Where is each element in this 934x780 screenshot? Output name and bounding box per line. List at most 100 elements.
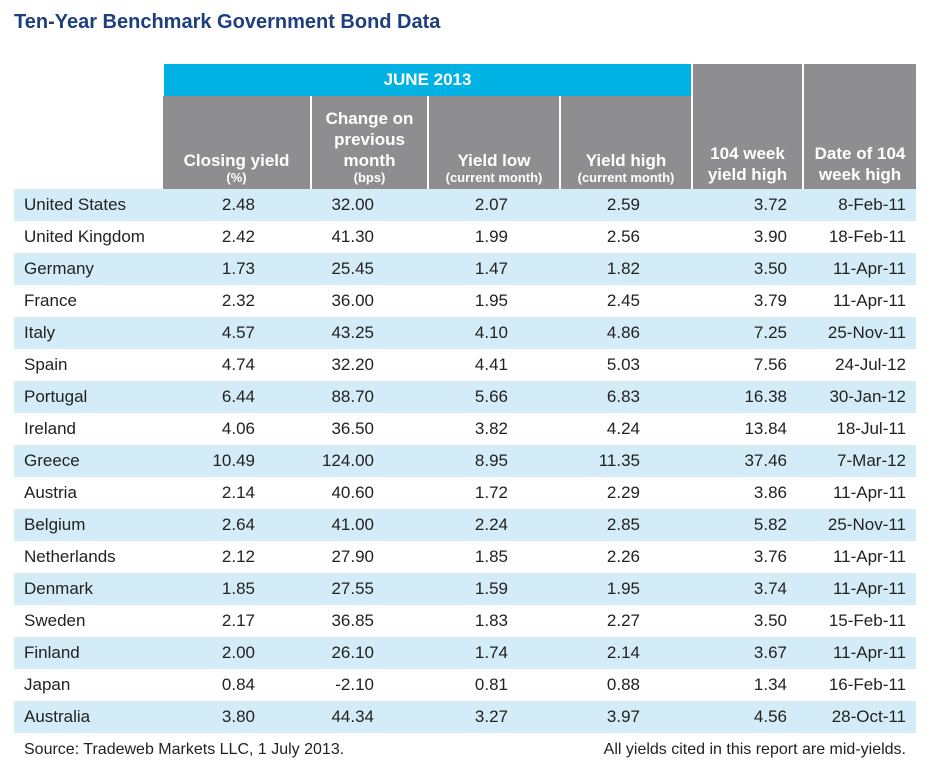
date-104-high-cell: 7-Mar-12 <box>803 445 917 477</box>
change-cell: 32.20 <box>311 349 428 381</box>
change-cell: 27.55 <box>311 573 428 605</box>
date-104-high-cell: 18-Feb-11 <box>803 221 917 253</box>
country-cell: Portugal <box>14 381 163 413</box>
yield-low-cell: 4.41 <box>428 349 560 381</box>
yield-high-cell: 0.88 <box>560 669 693 701</box>
change-cell: 88.70 <box>311 381 428 413</box>
table-row: Ireland 4.06 36.50 3.82 4.24 13.84 18-Jul-11 <box>14 413 917 445</box>
change-cell: 36.50 <box>311 413 428 445</box>
country-cell: Finland <box>14 637 163 669</box>
change-cell: 44.34 <box>311 701 428 733</box>
table-row: Germany 1.73 25.45 1.47 1.82 3.50 11-Apr-11 <box>14 253 917 285</box>
yield-high-cell: 2.29 <box>560 477 693 509</box>
column-header-104-week-yield-high: 104 week yield high <box>691 64 804 189</box>
change-cell: 36.85 <box>311 605 428 637</box>
country-cell: France <box>14 285 163 317</box>
date-104-high-cell: 11-Apr-11 <box>803 253 917 285</box>
closing-yield-cell: 4.06 <box>163 413 311 445</box>
yield-low-cell: 1.47 <box>428 253 560 285</box>
column-header-date-of-104-week-high: Date of 104 week high <box>802 64 917 189</box>
yield-high-cell: 2.56 <box>560 221 693 253</box>
yield-low-cell: 1.99 <box>428 221 560 253</box>
week-104-high-cell: 3.67 <box>692 637 804 669</box>
yield-high-cell: 5.03 <box>560 349 693 381</box>
bond-data-table: JUNE 2013 104 week yield high Date of 10… <box>14 64 917 733</box>
table-row: Belgium 2.64 41.00 2.24 2.85 5.82 25-Nov-11 <box>14 509 917 541</box>
yield-high-cell: 1.82 <box>560 253 693 285</box>
table-row: Italy 4.57 43.25 4.10 4.86 7.25 25-Nov-11 <box>14 317 917 349</box>
closing-yield-cell: 2.14 <box>163 477 311 509</box>
yield-high-cell: 2.27 <box>560 605 693 637</box>
week-104-high-cell: 16.38 <box>692 381 804 413</box>
table-row: Spain 4.74 32.20 4.41 5.03 7.56 24-Jul-12 <box>14 349 917 381</box>
date-104-high-cell: 25-Nov-11 <box>803 509 917 541</box>
yield-high-cell: 3.97 <box>560 701 693 733</box>
table-row: Denmark 1.85 27.55 1.59 1.95 3.74 11-Apr-11 <box>14 573 917 605</box>
yield-high-cell: 6.83 <box>560 381 693 413</box>
country-cell: Denmark <box>14 573 163 605</box>
closing-yield-cell: 2.42 <box>163 221 311 253</box>
country-cell: Australia <box>14 701 163 733</box>
closing-yield-cell: 1.85 <box>163 573 311 605</box>
date-104-high-cell: 30-Jan-12 <box>803 381 917 413</box>
date-104-high-cell: 11-Apr-11 <box>803 541 917 573</box>
column-header-yield-low: Yield low (current month) <box>427 96 560 189</box>
table-row: Sweden 2.17 36.85 1.83 2.27 3.50 15-Feb-11 <box>14 605 917 637</box>
week-104-high-cell: 4.56 <box>692 701 804 733</box>
week-104-high-cell: 3.86 <box>692 477 804 509</box>
date-104-high-cell: 11-Apr-11 <box>803 573 917 605</box>
date-104-high-cell: 25-Nov-11 <box>803 317 917 349</box>
column-header-closing-yield: Closing yield (%) <box>163 96 311 189</box>
week-104-high-cell: 5.82 <box>692 509 804 541</box>
yield-low-cell: 1.83 <box>428 605 560 637</box>
column-header-row: Closing yield (%) Change on previous mon… <box>14 96 916 189</box>
change-cell: 36.00 <box>311 285 428 317</box>
header-blank <box>14 64 163 96</box>
yield-low-cell: 8.95 <box>428 445 560 477</box>
country-cell: Germany <box>14 253 163 285</box>
yield-low-cell: 1.59 <box>428 573 560 605</box>
page-title: Ten-Year Benchmark Government Bond Data <box>14 11 441 33</box>
yield-high-cell: 2.45 <box>560 285 693 317</box>
date-104-high-cell: 11-Apr-11 <box>803 285 917 317</box>
yield-high-cell: 2.26 <box>560 541 693 573</box>
yield-low-cell: 4.10 <box>428 317 560 349</box>
table-row: France 2.32 36.00 1.95 2.45 3.79 11-Apr-11 <box>14 285 917 317</box>
week-104-high-cell: 13.84 <box>692 413 804 445</box>
yield-low-cell: 2.07 <box>428 189 560 221</box>
closing-yield-cell: 6.44 <box>163 381 311 413</box>
country-cell: Austria <box>14 477 163 509</box>
closing-yield-cell: 4.74 <box>163 349 311 381</box>
date-104-high-cell: 24-Jul-12 <box>803 349 917 381</box>
date-104-high-cell: 15-Feb-11 <box>803 605 917 637</box>
change-cell: 124.00 <box>311 445 428 477</box>
table-row: United Kingdom 2.42 41.30 1.99 2.56 3.90 18-Fe… <box>14 221 917 253</box>
week-104-high-cell: 3.76 <box>692 541 804 573</box>
week-104-high-cell: 7.56 <box>692 349 804 381</box>
date-104-high-cell: 8-Feb-11 <box>803 189 917 221</box>
table-row: Netherlands 2.12 27.90 1.85 2.26 3.76 11-Apr-1… <box>14 541 917 573</box>
week-104-high-cell: 37.46 <box>692 445 804 477</box>
yield-low-cell: 1.85 <box>428 541 560 573</box>
closing-yield-cell: 2.17 <box>163 605 311 637</box>
week-104-high-cell: 7.25 <box>692 317 804 349</box>
change-cell: 25.45 <box>311 253 428 285</box>
column-header-change-on-previous-month: Change on previous month (bps) <box>310 96 428 189</box>
change-cell: -2.10 <box>311 669 428 701</box>
change-cell: 32.00 <box>311 189 428 221</box>
closing-yield-cell: 4.57 <box>163 317 311 349</box>
country-cell: Ireland <box>14 413 163 445</box>
date-104-high-cell: 11-Apr-11 <box>803 637 917 669</box>
closing-yield-cell: 2.00 <box>163 637 311 669</box>
closing-yield-cell: 0.84 <box>163 669 311 701</box>
yield-high-cell: 11.35 <box>560 445 693 477</box>
yield-high-cell: 2.59 <box>560 189 693 221</box>
week-104-high-cell: 3.74 <box>692 573 804 605</box>
table-row: Portugal 6.44 88.70 5.66 6.83 16.38 30-Jan-12 <box>14 381 917 413</box>
change-cell: 40.60 <box>311 477 428 509</box>
yield-high-cell: 4.24 <box>560 413 693 445</box>
table-body: United States 2.48 32.00 2.07 2.59 3.72 8-Feb-… <box>14 189 917 733</box>
table-row: Australia 3.80 44.34 3.27 3.97 4.56 28-Oct-11 <box>14 701 917 733</box>
yield-high-cell: 2.85 <box>560 509 693 541</box>
country-cell: Sweden <box>14 605 163 637</box>
